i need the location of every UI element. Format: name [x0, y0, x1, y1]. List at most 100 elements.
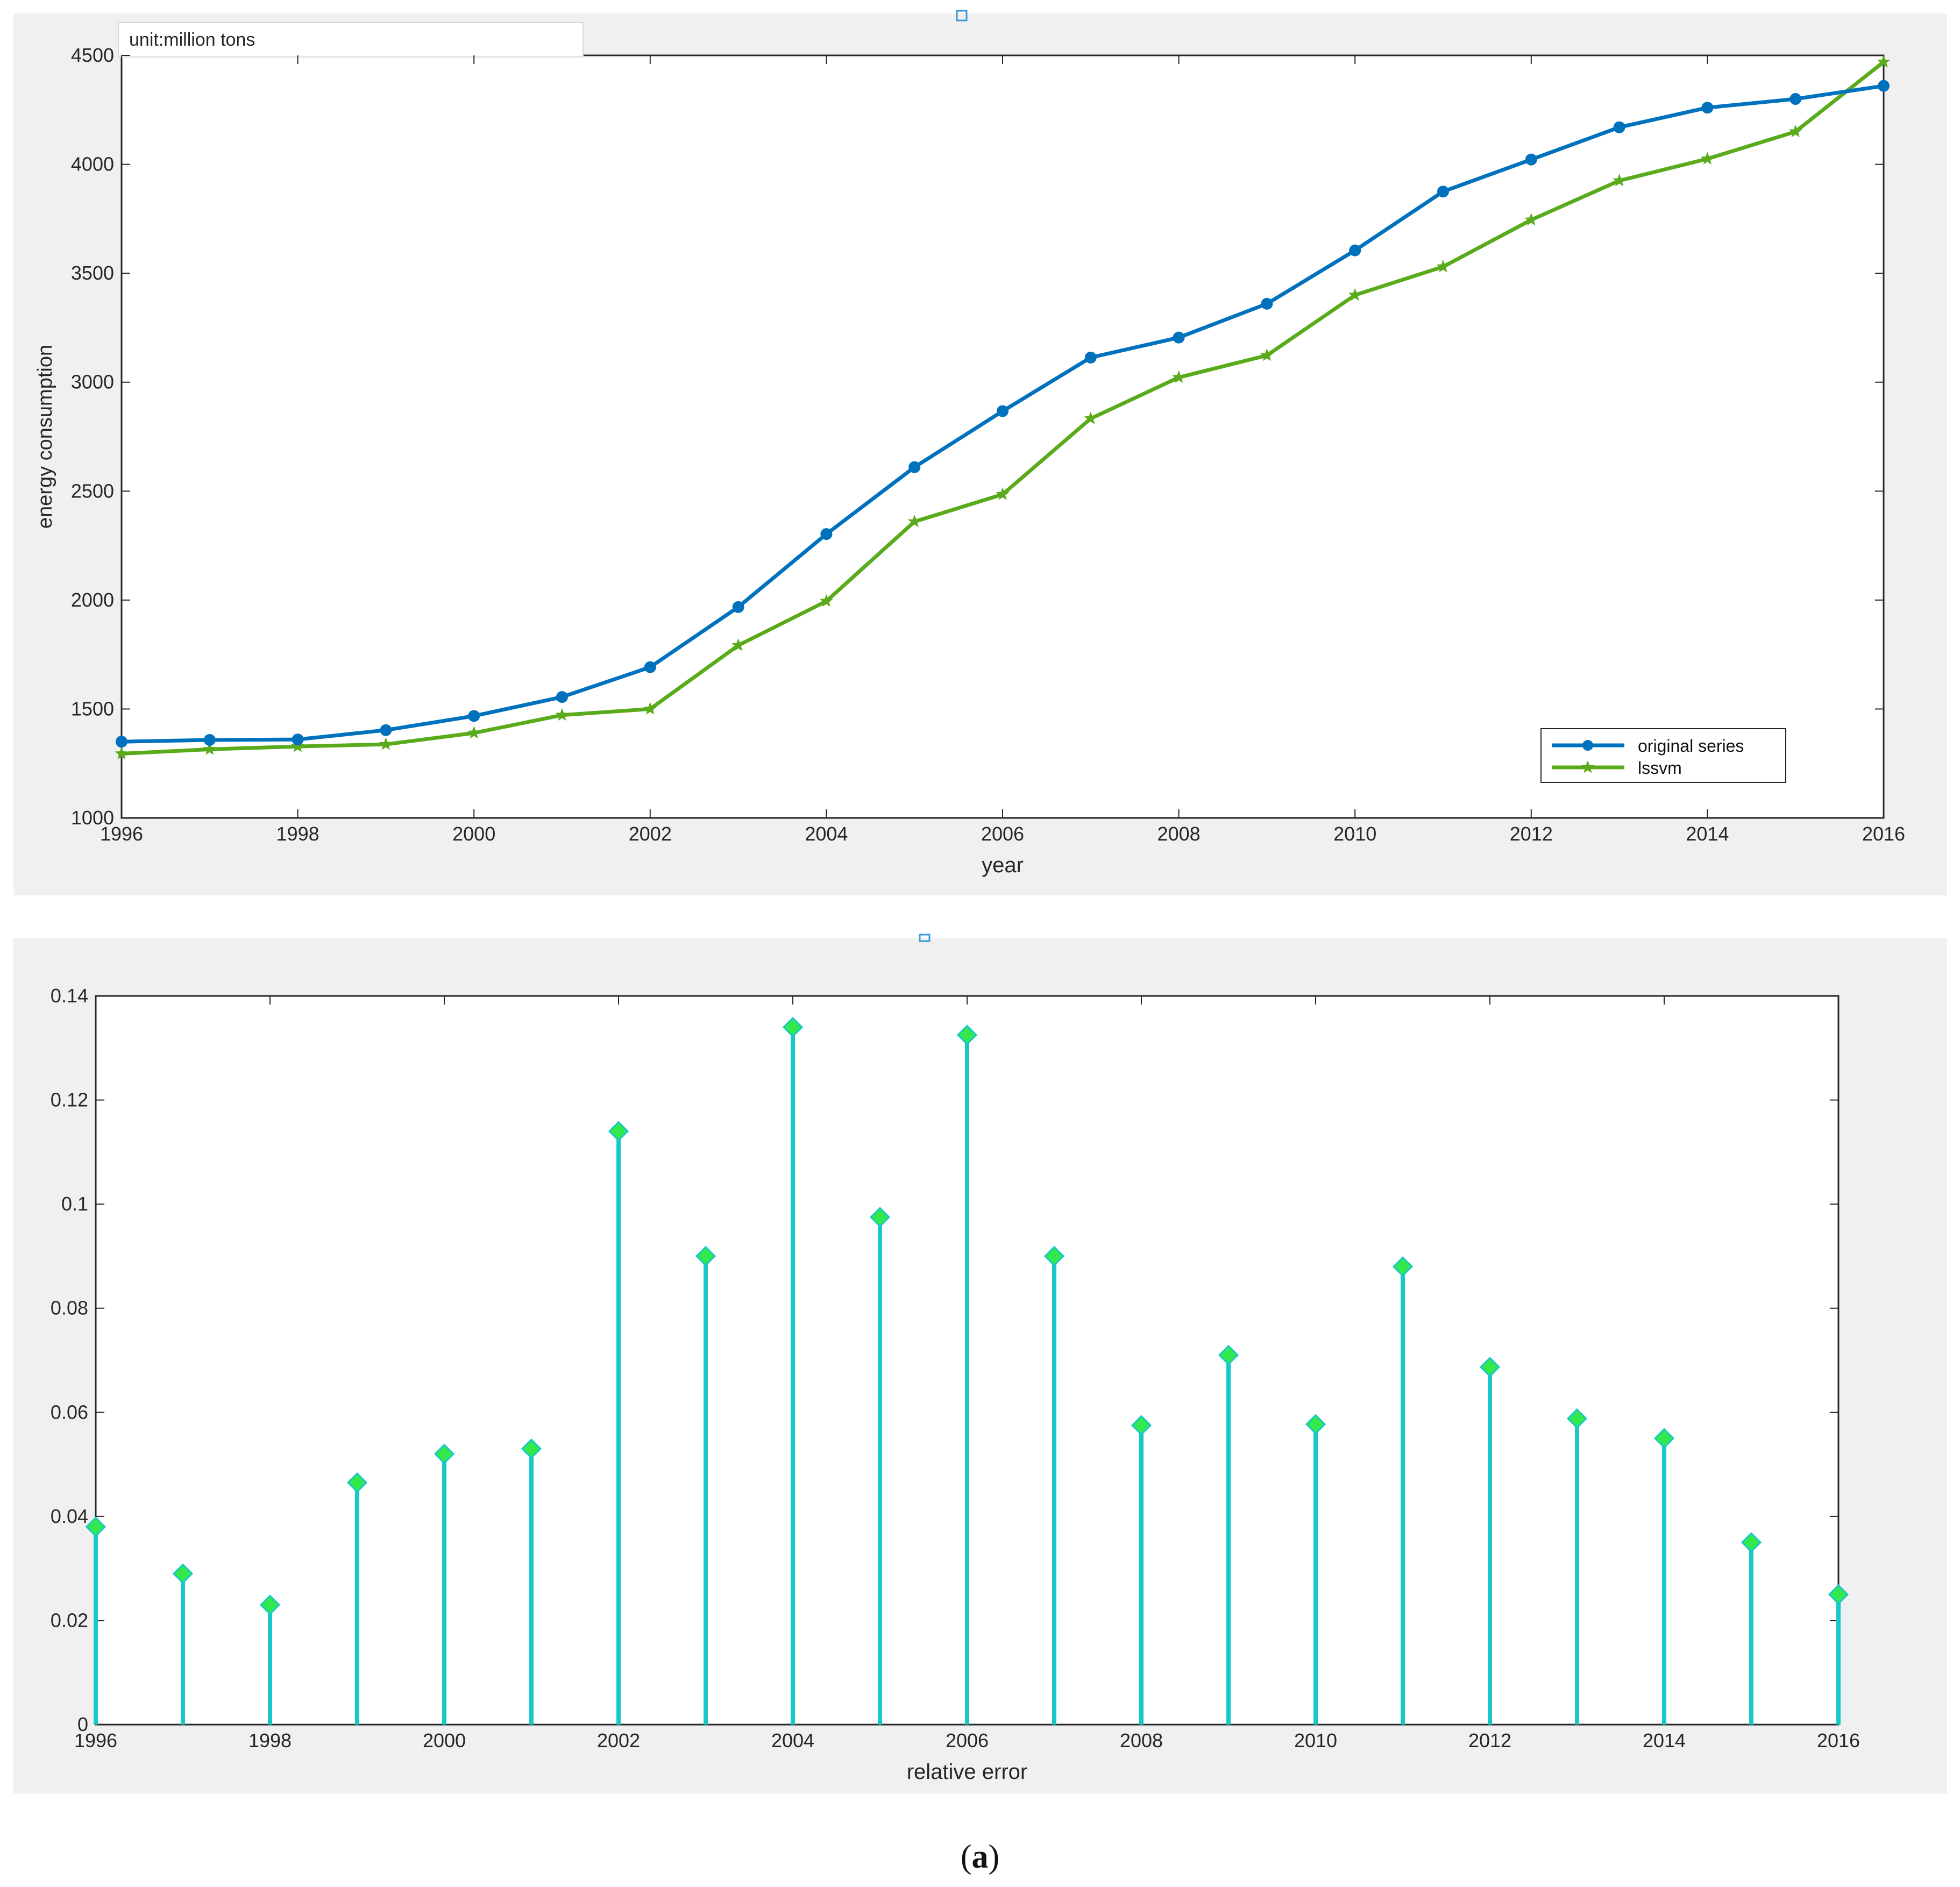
- top-x-axis-label: year: [982, 853, 1024, 877]
- relative-error-marker: [85, 1516, 106, 1537]
- lssvm-series-point: [203, 742, 217, 755]
- top-y-tick-label: 3000: [71, 371, 114, 393]
- original-series-point: [1701, 102, 1714, 114]
- top-x-tick-label: 2010: [1333, 823, 1376, 845]
- original-series-point: [644, 661, 656, 673]
- top-y-axis-label: energy consumption: [34, 345, 56, 529]
- top-x-tick-label: 2006: [981, 823, 1024, 845]
- top-x-tick-label: 2008: [1157, 823, 1201, 845]
- relative-error-marker: [1828, 1584, 1849, 1605]
- legend-original-label: original series: [1638, 736, 1744, 756]
- original-series-point: [556, 691, 568, 703]
- bottom-y-tick-label: 0.08: [51, 1297, 88, 1319]
- top-x-tick-label: 2014: [1686, 823, 1729, 845]
- unit-annotation: unit:million tons: [129, 30, 255, 50]
- relative-error-marker: [1479, 1356, 1501, 1378]
- original-series-point: [1437, 186, 1449, 198]
- top-y-tick-label: 1500: [71, 697, 114, 720]
- bottom-y-tick-label: 0.04: [51, 1505, 88, 1527]
- original-series-point: [997, 405, 1009, 417]
- top-y-tick-label: 2500: [71, 480, 114, 502]
- bottom-x-axis-label: relative error: [907, 1760, 1028, 1784]
- lssvm-series-point: [1348, 288, 1362, 301]
- bottom-y-tick-label: 0.02: [51, 1609, 88, 1631]
- bottom-x-tick-label: 2014: [1643, 1729, 1686, 1751]
- relative-error-marker: [782, 1016, 804, 1038]
- lssvm-series-point: [820, 594, 833, 607]
- lssvm-series-point: [1701, 152, 1714, 165]
- legend-lssvm-marker: [1581, 760, 1595, 773]
- top-y-tick-label: 2000: [71, 589, 114, 611]
- bottom-y-tick-label: 0.14: [51, 985, 88, 1007]
- relative-error-marker: [1305, 1414, 1326, 1435]
- bottom-x-tick-label: 2004: [771, 1729, 814, 1751]
- bottom-x-tick-label: 1998: [248, 1729, 292, 1751]
- relative-error-marker: [1043, 1245, 1065, 1267]
- top-y-tick-label: 1000: [71, 807, 114, 829]
- top-y-tick-label: 3500: [71, 262, 114, 284]
- top-plot-area: [120, 54, 1885, 819]
- bottom-y-tick-label: 0.06: [51, 1401, 88, 1423]
- original-series-point: [116, 736, 127, 748]
- original-series-point: [908, 461, 921, 473]
- original-series-point: [468, 710, 480, 722]
- lssvm-series-point: [1172, 370, 1185, 383]
- lssvm-series-point: [907, 515, 921, 528]
- bottom-stem-chart: 1996 1998 2000 2002 2004 2006 2008 2010 2012 2014…: [51, 985, 1860, 1751]
- top-x-tick-label: 1996: [100, 823, 143, 845]
- relative-error-marker: [1741, 1532, 1762, 1553]
- caption-letter: a: [971, 1839, 989, 1875]
- lssvm-series-point: [555, 708, 569, 721]
- relative-error-marker: [1131, 1415, 1152, 1436]
- top-x-tick-label: 2012: [1510, 823, 1553, 845]
- lssvm-series-point: [1524, 212, 1538, 226]
- relative-error-marker: [259, 1594, 281, 1615]
- legend-box: [1540, 728, 1786, 783]
- lssvm-series-point: [379, 737, 393, 750]
- bottom-x-tick-label: 2012: [1468, 1729, 1511, 1751]
- top-y-tick-label: 4500: [71, 44, 114, 66]
- top-line-chart: 1996 1998 2000 2002 2004 2006 2008 2010 2012 2014…: [71, 44, 1905, 845]
- original-series-point: [292, 734, 304, 746]
- relative-error-marker: [172, 1563, 194, 1584]
- lssvm-series-point: [732, 638, 745, 651]
- bottom-y-tick-label: 0.1: [61, 1193, 88, 1215]
- original-series-point: [1789, 93, 1802, 105]
- lssvm-series-point: [1788, 124, 1802, 138]
- legend-lssvm-label: lssvm: [1638, 758, 1682, 778]
- bottom-x-tick-label: 2010: [1294, 1729, 1337, 1751]
- relative-error-marker: [521, 1438, 542, 1459]
- lssvm-series-point: [291, 739, 304, 752]
- top-x-tick-label: 2004: [805, 823, 848, 845]
- original-series-point: [1525, 153, 1537, 166]
- original-series-point: [1173, 331, 1185, 344]
- legend-original-marker: [1582, 740, 1593, 751]
- lssvm-series-point: [996, 487, 1010, 500]
- original-series-point: [1349, 244, 1361, 257]
- lssvm-series-point: [1260, 348, 1274, 361]
- unit-annotation-box: [118, 22, 584, 58]
- bottom-x-tick-label: 2002: [597, 1729, 640, 1751]
- bottom-y-tick-label: 0.12: [51, 1089, 88, 1111]
- caption-open-paren: (: [960, 1839, 972, 1875]
- original-series-point: [1261, 297, 1273, 310]
- relative-error-marker: [1566, 1408, 1588, 1429]
- relative-error-marker: [956, 1024, 978, 1045]
- figure-caption: (a): [0, 1838, 1960, 1876]
- top-y-tick-label: 4000: [71, 153, 114, 175]
- relative-error-marker: [695, 1245, 716, 1267]
- relative-error-marker: [434, 1443, 455, 1464]
- original-series-point: [1084, 351, 1097, 364]
- lssvm-series-point: [1877, 55, 1891, 68]
- top-x-tick-label: 1998: [276, 823, 319, 845]
- lssvm-series-point: [1436, 260, 1450, 273]
- lssvm-series-point: [1613, 174, 1626, 187]
- figure-handle-bottom: [919, 934, 931, 942]
- original-series-point: [820, 528, 833, 540]
- bottom-x-tick-label: 2006: [946, 1729, 989, 1751]
- caption-close-paren: ): [988, 1839, 1000, 1875]
- lssvm-series-point: [1084, 411, 1098, 424]
- original-series-point: [203, 734, 216, 746]
- original-series-point: [380, 724, 392, 736]
